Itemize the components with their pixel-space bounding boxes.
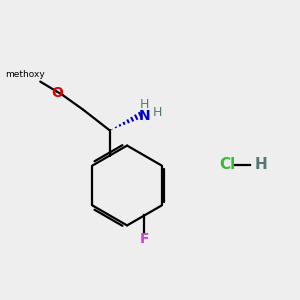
Text: H: H — [153, 106, 162, 119]
Text: methoxy: methoxy — [6, 70, 45, 79]
Text: N: N — [139, 109, 151, 123]
Text: F: F — [140, 232, 149, 245]
Text: O: O — [51, 85, 63, 100]
Text: H: H — [254, 157, 267, 172]
Text: H: H — [140, 98, 149, 111]
Text: Cl: Cl — [219, 157, 235, 172]
